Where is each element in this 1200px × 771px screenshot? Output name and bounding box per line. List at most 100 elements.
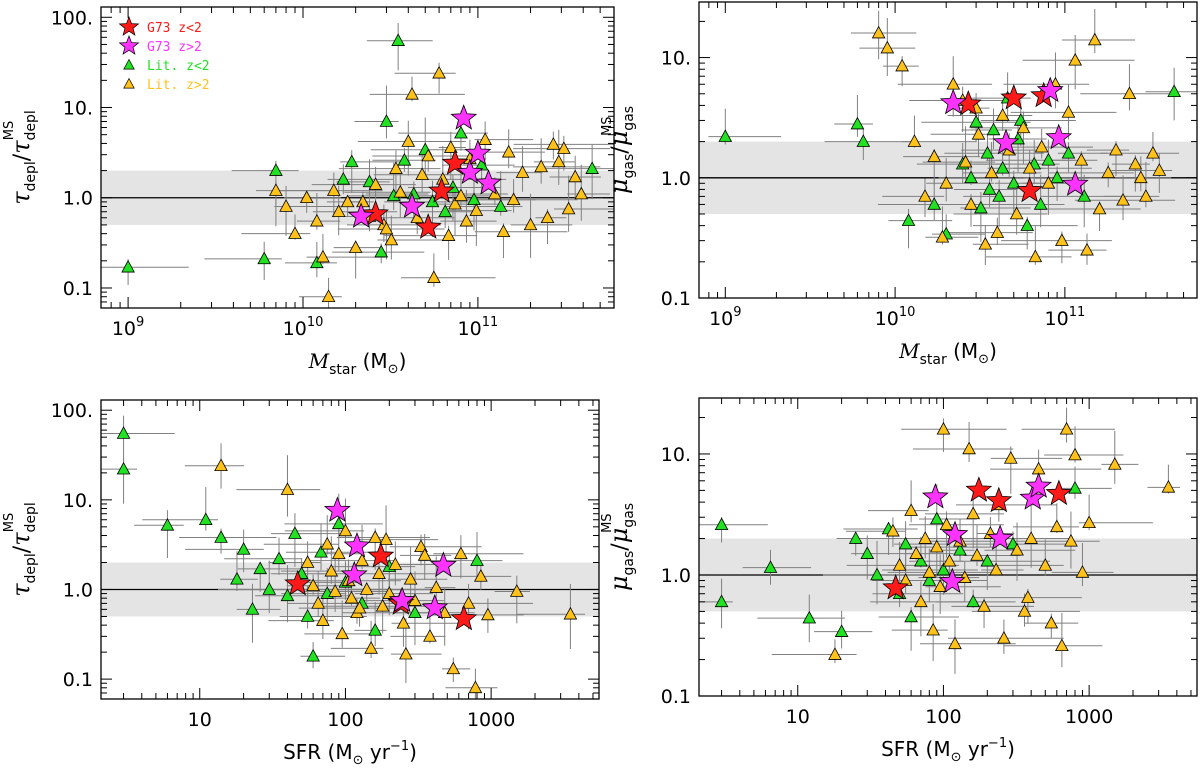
data-point-triangle — [1028, 249, 1043, 263]
data-point-triangle — [1055, 233, 1069, 246]
data-point-triangle — [939, 517, 954, 531]
data-point-triangle — [971, 126, 986, 140]
data-point-triangle — [410, 210, 425, 224]
data-point-triangle — [415, 167, 429, 180]
data-point-triangle — [269, 183, 283, 196]
data-point-star — [441, 149, 469, 175]
legend-marker-triangle — [123, 58, 135, 70]
data-point-triangle — [1167, 84, 1181, 97]
data-point-triangle — [1050, 170, 1064, 184]
y-tick-label: 0.1 — [661, 686, 691, 708]
data-point-triangle — [388, 557, 403, 570]
data-point-triangle — [493, 199, 508, 212]
data-point-triangle — [336, 171, 351, 185]
data-point-triangle — [918, 531, 933, 544]
data-point-triangle — [1161, 479, 1176, 493]
series-g73-z-2 — [882, 476, 1073, 600]
legend-marker-star — [118, 16, 140, 36]
plot-area — [699, 407, 1197, 674]
data-point-triangle — [850, 116, 865, 130]
data-point-star — [1045, 479, 1073, 506]
data-point-triangle — [321, 289, 336, 303]
x-axis-label: Mstar (M⊙) — [898, 339, 997, 368]
data-point-triangle — [546, 137, 561, 150]
data-point-triangle — [718, 129, 733, 142]
data-point-triangle — [898, 536, 913, 550]
series-lit-z-2 — [828, 421, 1176, 660]
y-tick-label: 100. — [51, 7, 93, 29]
data-point-triangle — [1041, 175, 1056, 189]
y-axis-label: τdepl/τdeplMS — [2, 502, 39, 597]
data-point-triangle — [379, 532, 393, 545]
x-tick-label: 109 — [709, 305, 741, 330]
data-point-triangle — [299, 190, 314, 204]
data-point-star — [450, 604, 478, 631]
data-point-triangle — [1044, 615, 1059, 629]
data-point-triangle — [933, 579, 948, 592]
data-point-triangle — [1003, 451, 1018, 464]
data-point-triangle — [461, 596, 476, 609]
data-point-triangle — [348, 240, 363, 253]
data-point-triangle — [907, 134, 922, 147]
data-point-star — [985, 486, 1013, 513]
data-point-triangle — [399, 646, 413, 660]
series-g73-z-2 — [939, 76, 1089, 196]
data-point-triangle — [389, 161, 403, 174]
data-point-triangle — [506, 192, 521, 206]
data-point-star — [388, 586, 416, 613]
data-point-triangle — [969, 114, 983, 128]
y-tick-label: 0.1 — [63, 278, 93, 300]
data-point-triangle — [474, 569, 488, 582]
data-point-triangle — [198, 512, 213, 526]
data-point-triangle — [438, 204, 453, 218]
data-point-triangle — [340, 194, 355, 208]
data-point-triangle — [288, 526, 302, 539]
x-tick-label: 100 — [925, 706, 961, 728]
data-point-triangle — [904, 503, 918, 516]
data-point-star — [941, 520, 969, 547]
data-point-triangle — [245, 602, 260, 615]
data-point-triangle — [958, 154, 973, 168]
y-tick-label: 0.1 — [661, 288, 691, 310]
data-point-triangle — [328, 584, 343, 597]
data-point-triangle — [828, 647, 842, 660]
data-point-star — [939, 88, 967, 115]
x-tick-label: 1010 — [283, 315, 324, 340]
data-point-triangle — [324, 563, 339, 577]
data-point-triangle — [966, 594, 981, 608]
data-point-triangle — [1009, 206, 1024, 220]
data-point-triangle — [469, 203, 484, 216]
data-point-triangle — [995, 108, 1010, 121]
data-point-triangle — [306, 578, 320, 592]
data-point-triangle — [116, 461, 131, 475]
data-point-triangle — [926, 622, 941, 636]
data-point-triangle — [384, 232, 399, 246]
data-point-triangle — [423, 629, 437, 642]
data-point-star — [362, 199, 389, 226]
data-point-triangle — [1061, 105, 1076, 118]
data-point-triangle — [478, 132, 492, 145]
data-point-triangle — [306, 648, 320, 662]
data-point-triangle — [848, 531, 863, 544]
data-point-triangle — [1101, 165, 1116, 179]
ticks — [100, 7, 615, 309]
data-point-triangle — [441, 228, 456, 241]
data-point-triangle — [253, 561, 268, 575]
data-point-triangle — [160, 517, 175, 531]
data-point-triangle — [927, 197, 942, 210]
data-point-triangle — [914, 553, 928, 567]
y-tick-label: 100. — [51, 400, 93, 422]
data-point-triangle — [1016, 120, 1031, 134]
error-bars — [708, 9, 1197, 266]
data-point-triangle — [880, 40, 895, 54]
data-point-star — [343, 531, 371, 558]
data-point-triangle — [574, 186, 589, 200]
data-point-triangle — [895, 58, 909, 72]
data-point-triangle — [936, 421, 951, 435]
data-point-triangle — [1152, 163, 1167, 176]
data-point-triangle — [989, 562, 1003, 576]
data-point-triangle — [939, 175, 954, 189]
data-point-triangle — [997, 630, 1011, 644]
data-point-star — [421, 593, 449, 620]
